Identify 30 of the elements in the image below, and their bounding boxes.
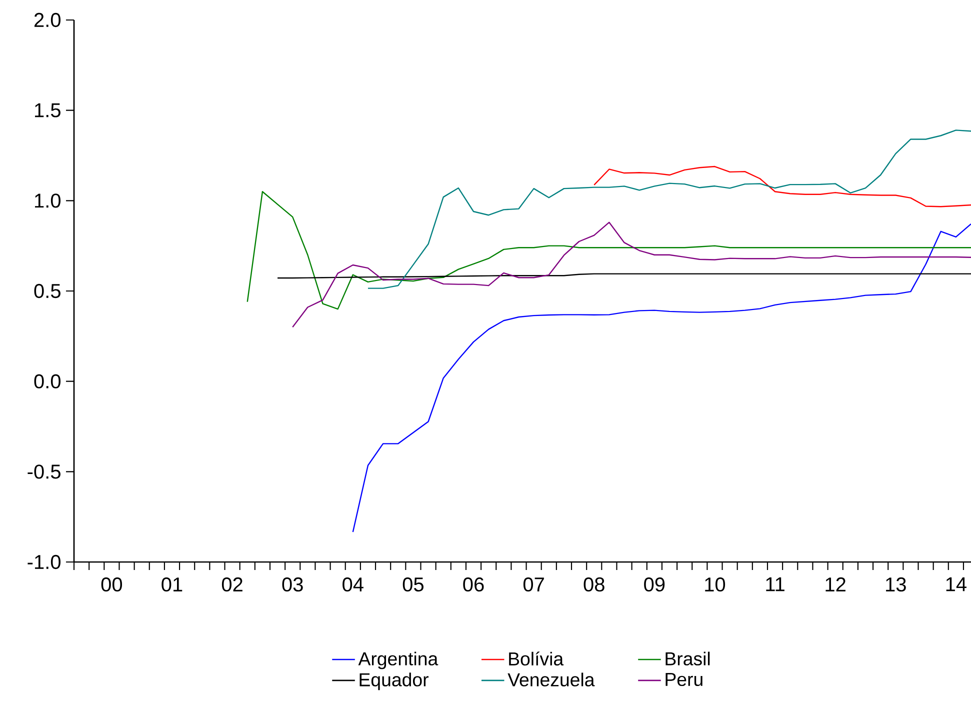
- x-tick-label: 03: [282, 577, 303, 592]
- y-tick-label: 0.0: [34, 374, 60, 388]
- line-series: [594, 166, 971, 208]
- x-tick-label: 00: [101, 577, 122, 592]
- x-tick-label: 04: [342, 577, 364, 592]
- x-tick-label: 08: [584, 577, 604, 592]
- legend-label: Equador: [360, 672, 428, 690]
- x-tick-label: 07: [523, 577, 544, 592]
- x-tick-label: 09: [644, 577, 665, 592]
- x-tick-label: 05: [402, 577, 424, 592]
- legend-label: Brasil: [666, 652, 710, 666]
- y-tick-label: 1.5: [35, 103, 60, 118]
- legend-label: Venezuela: [508, 672, 595, 686]
- x-tick-label: 02: [222, 577, 242, 592]
- x-tick-label: 06: [463, 577, 484, 592]
- legend-label: Peru: [666, 673, 702, 686]
- y-tick-label: -1.0: [28, 554, 60, 570]
- y-tick-label: 1.0: [35, 194, 60, 208]
- x-tick-label: 13: [886, 577, 906, 592]
- x-tick-label: 14: [946, 577, 966, 592]
- line-series: [367, 130, 971, 289]
- legend-label: Bolívia: [509, 652, 564, 666]
- y-tick-label: 0.5: [34, 284, 60, 298]
- y-tick-label: 2.0: [34, 12, 60, 28]
- x-tick-label: 11: [766, 577, 784, 592]
- y-tick-label: -0.5: [28, 464, 60, 479]
- x-tick-label: 12: [826, 577, 846, 592]
- x-tick-label: 01: [162, 577, 182, 592]
- x-tick-label: 10: [705, 577, 726, 592]
- legend-label: Argentina: [358, 652, 438, 670]
